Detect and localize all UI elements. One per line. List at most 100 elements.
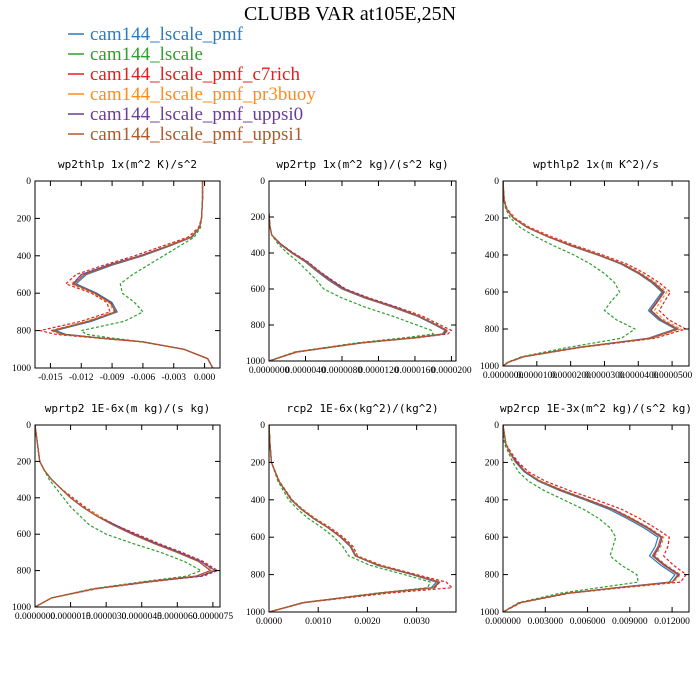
series-line: [269, 425, 442, 612]
y-tick-label: 200: [485, 214, 500, 224]
chart-panel: wpthlp2 1x(m K^2)/s0.00000000.00001000.0…: [480, 158, 693, 381]
y-tick-label: 1000: [246, 357, 265, 367]
x-tick-label: 0.006000: [570, 617, 606, 627]
series-line: [269, 213, 448, 361]
panel-title: wp2rcp 1E-3x(m^2 kg)/(s^2 kg): [500, 402, 692, 415]
y-tick-label: 0: [26, 177, 31, 187]
x-tick-label: 0.0000400: [618, 371, 659, 381]
x-tick-label: 0.000: [194, 373, 216, 383]
x-tick-label: 0.0030: [404, 617, 430, 627]
x-tick-label: 0.0000030: [86, 612, 127, 622]
y-tick-label: 800: [251, 571, 266, 581]
y-tick-label: 800: [485, 325, 500, 335]
figure-title: CLUBB VAR at105E,25N: [244, 3, 456, 25]
y-tick-label: 400: [251, 496, 266, 506]
plot-frame: [502, 424, 690, 613]
legend-item: cam144_lscale_pmf_uppsi1: [68, 124, 303, 145]
y-tick-label: 400: [251, 249, 266, 259]
series-group: [503, 425, 688, 612]
panel-title: wpthlp2 1x(m K^2)/s: [533, 158, 659, 171]
panel-title: wprtp2 1E-6x(m kg)/(s kg): [45, 402, 211, 415]
plot-frame: [268, 424, 457, 613]
series-line: [35, 425, 219, 607]
y-tick-label: 0: [494, 177, 499, 187]
x-tick-label: 0.0000000: [249, 366, 290, 376]
x-tick-label: -0.012: [69, 373, 94, 383]
panel-title: wp2rtp 1x(m^2 kg)/(s^2 kg): [276, 158, 448, 171]
x-tick-label: 0.0000080: [322, 366, 363, 376]
x-tick-label: 0.0010: [305, 617, 331, 627]
series-line: [269, 425, 454, 612]
x-tick-label: 0.0000045: [122, 612, 163, 622]
chart-panel: wprtp2 1E-6x(m kg)/(s kg)0.00000000.0000…: [12, 402, 233, 622]
legend-label: cam144_lscale: [90, 44, 203, 65]
y-tick-label: 1000: [246, 608, 265, 618]
legend-label: cam144_lscale_pmf_pr3buoy: [90, 84, 316, 105]
series-line: [503, 425, 639, 612]
x-tick-label: 0.0000100: [517, 371, 558, 381]
y-tick-label: 400: [17, 252, 32, 262]
x-tick-label: 0.000000: [485, 617, 521, 627]
series-line: [269, 213, 446, 361]
series-line: [48, 181, 214, 368]
x-tick-label: 0.0000040: [285, 366, 326, 376]
x-tick-label: -0.003: [161, 373, 186, 383]
x-tick-label: 0.0000: [256, 617, 282, 627]
y-tick-label: 200: [17, 457, 32, 467]
series-line: [35, 425, 212, 607]
y-tick-label: 800: [251, 321, 266, 331]
y-tick-label: 0: [494, 421, 499, 431]
y-tick-label: 400: [485, 251, 500, 261]
series-line: [269, 425, 441, 612]
series-line: [269, 213, 449, 361]
legend-item: cam144_lscale_pmf: [68, 24, 244, 45]
series-line: [269, 213, 435, 361]
x-tick-label: 0.0000200: [550, 371, 591, 381]
x-tick-label: 0.009000: [612, 617, 648, 627]
legend-label: cam144_lscale_pmf_c7rich: [90, 64, 300, 85]
series-line: [503, 425, 679, 612]
series-group: [269, 425, 454, 612]
legend: cam144_lscale_pmfcam144_lscalecam144_lsc…: [68, 24, 316, 145]
y-tick-label: 600: [17, 289, 32, 299]
series-line: [35, 425, 212, 607]
y-tick-label: 600: [485, 533, 500, 543]
y-tick-label: 1000: [480, 608, 499, 618]
y-tick-label: 600: [17, 530, 32, 540]
x-tick-label: 0.0000015: [50, 612, 91, 622]
legend-item: cam144_lscale_pmf_uppsi0: [68, 104, 303, 125]
chart-panel: wp2rcp 1E-3x(m^2 kg)/(s^2 kg) 0.000000 0.0…: [480, 402, 692, 627]
x-tick-label: 0.012000: [654, 617, 690, 627]
chart-panel: wp2thlp 1x(m^2 K)/s^2-0.015 -0.012 -0.009-…: [12, 158, 221, 383]
x-tick-label: 0.0000160: [395, 366, 436, 376]
panel-title: rcp2 1E-6x(kg^2)/(kg^2): [286, 402, 438, 415]
legend-item: cam144_lscale_pmf_c7rich: [68, 64, 300, 85]
series-line: [503, 425, 688, 612]
x-tick-label: 0.0000300: [584, 371, 625, 381]
series-line: [53, 181, 214, 368]
series-group: [269, 213, 453, 361]
legend-label: cam144_lscale_pmf: [90, 24, 244, 45]
y-tick-label: 200: [251, 458, 266, 468]
panel-title: wp2thlp 1x(m^2 K)/s^2: [58, 158, 197, 171]
x-tick-label: 0.0000200: [431, 366, 472, 376]
series-line: [269, 425, 440, 612]
x-tick-label: 0.0000120: [358, 366, 399, 376]
chart-panel: rcp2 1E-6x(kg^2)/(kg^2) 0.0000 0.0010 0.002…: [246, 402, 457, 627]
series-line: [79, 181, 214, 368]
x-tick-label: -0.006: [131, 373, 156, 383]
y-tick-label: 0: [26, 421, 31, 431]
series-line: [503, 181, 679, 366]
x-tick-label: 0.0000000: [15, 612, 56, 622]
chart-panel: wp2rtp 1x(m^2 kg)/(s^2 kg)0.00000000.000…: [246, 158, 472, 376]
y-tick-label: 600: [251, 533, 266, 543]
legend-item: cam144_lscale: [68, 44, 203, 65]
chart-panels: wp2thlp 1x(m^2 K)/s^2-0.015 -0.012 -0.009-…: [12, 158, 693, 627]
series-line: [269, 425, 432, 612]
x-tick-label: 0.003000: [527, 617, 563, 627]
plot-frame: [502, 180, 690, 367]
x-tick-label: 0.0000000: [483, 371, 524, 381]
y-tick-label: 0: [260, 177, 265, 187]
series-line: [269, 425, 438, 612]
